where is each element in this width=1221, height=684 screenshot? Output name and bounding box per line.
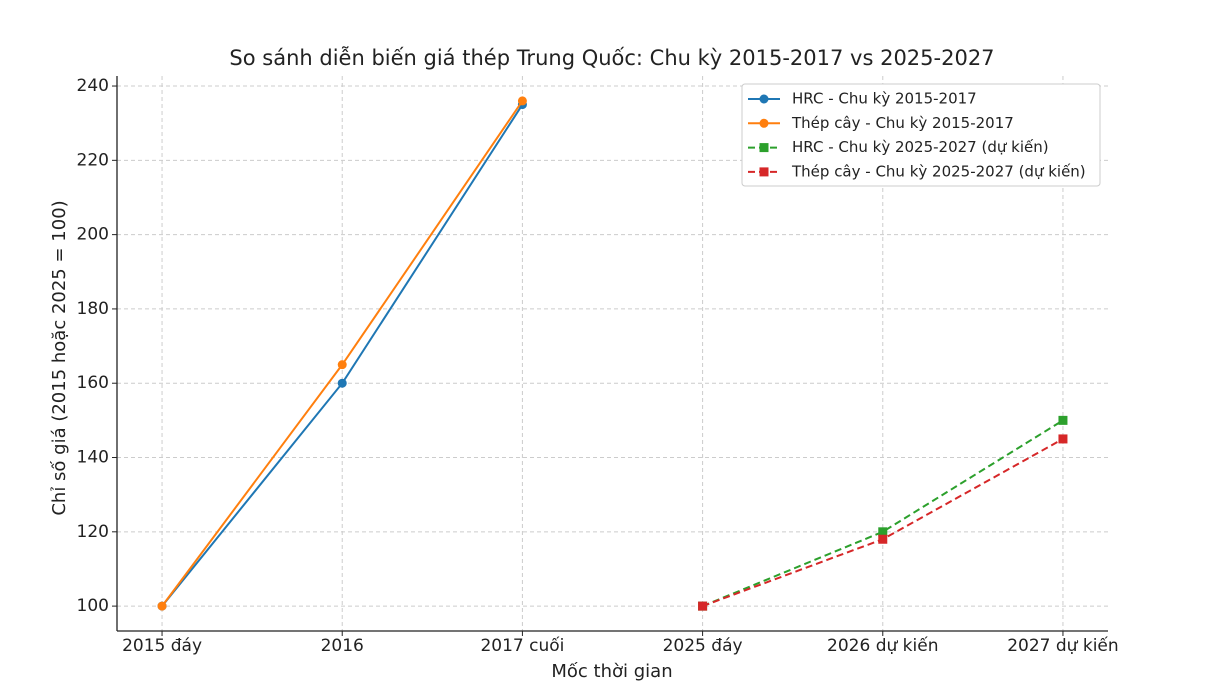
data-point xyxy=(1058,434,1068,444)
y-tick-label: 120 xyxy=(77,522,109,542)
x-tick-label: 2026 dự kiến xyxy=(827,635,938,656)
y-tick-label: 100 xyxy=(77,596,109,616)
series-line xyxy=(702,419,1064,608)
x-tick-label: 2025 đáy xyxy=(663,636,743,656)
x-tick-label: 2015 đáy xyxy=(122,636,202,656)
chart-title: So sánh diễn biến giá thép Trung Quốc: C… xyxy=(229,45,994,70)
y-tick-label: 160 xyxy=(77,373,109,393)
data-point xyxy=(157,601,167,611)
x-tick-label: 2016 xyxy=(321,636,364,656)
x-axis-label: Mốc thời gian xyxy=(551,661,672,682)
legend-marker xyxy=(759,143,769,153)
legend-marker xyxy=(759,94,769,104)
data-point xyxy=(1058,415,1068,425)
legend-label: Thép cây - Chu kỳ 2015-2017 xyxy=(791,114,1014,132)
data-point xyxy=(517,96,527,106)
x-tick-label: 2027 dự kiến xyxy=(1007,635,1118,656)
x-tick-label: 2017 cuối xyxy=(480,635,564,656)
legend-box xyxy=(741,83,1101,187)
legend-marker xyxy=(759,167,769,177)
y-tick-label: 220 xyxy=(77,150,109,170)
data-point xyxy=(878,534,888,544)
data-point xyxy=(698,601,708,611)
legend-label: HRC - Chu kỳ 2025-2027 (dự kiến) xyxy=(792,138,1049,156)
data-point xyxy=(337,378,347,388)
data-point xyxy=(337,360,347,370)
y-tick-label: 180 xyxy=(77,299,109,319)
y-axis-label: Chỉ số giá (2015 hoặc 2025 = 100) xyxy=(49,200,70,515)
legend-label: Thép cây - Chu kỳ 2025-2027 (dự kiến) xyxy=(791,162,1086,180)
data-point xyxy=(878,527,888,537)
y-tick-label: 200 xyxy=(77,225,109,245)
legend: HRC - Chu kỳ 2015-2017 Thép cây - Chu kỳ … xyxy=(741,83,1101,187)
y-tick-label: 140 xyxy=(77,448,109,468)
legend-label: HRC - Chu kỳ 2015-2017 xyxy=(792,90,977,108)
y-tick-label: 240 xyxy=(77,76,109,96)
legend-marker xyxy=(759,118,769,128)
